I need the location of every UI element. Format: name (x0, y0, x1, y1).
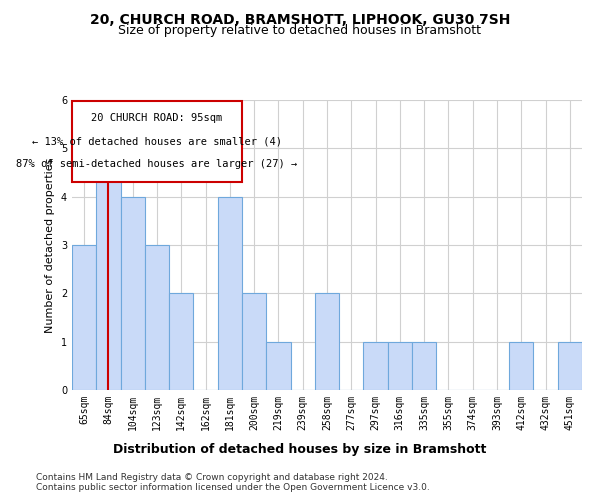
Bar (509, 342, 533, 390)
Text: Contains public sector information licensed under the Open Government Licence v3: Contains public sector information licen… (36, 484, 430, 492)
Bar (388, 342, 412, 390)
Bar (266, 342, 290, 390)
Bar (96, 148, 121, 390)
Text: Contains HM Land Registry data © Crown copyright and database right 2024.: Contains HM Land Registry data © Crown c… (36, 472, 388, 482)
Bar (412, 342, 436, 390)
Bar (364, 342, 388, 390)
Bar (145, 245, 169, 390)
Text: Size of property relative to detached houses in Bramshott: Size of property relative to detached ho… (119, 24, 482, 37)
Text: 87% of semi-detached houses are larger (27) →: 87% of semi-detached houses are larger (… (16, 159, 298, 169)
Bar (315, 294, 339, 390)
Y-axis label: Number of detached properties: Number of detached properties (46, 158, 55, 332)
Bar (558, 342, 582, 390)
Bar (121, 196, 145, 390)
Bar (242, 294, 266, 390)
Bar (169, 294, 193, 390)
Bar (72, 245, 96, 390)
Text: ← 13% of detached houses are smaller (4): ← 13% of detached houses are smaller (4) (32, 136, 282, 146)
Text: 20, CHURCH ROAD, BRAMSHOTT, LIPHOOK, GU30 7SH: 20, CHURCH ROAD, BRAMSHOTT, LIPHOOK, GU3… (90, 12, 510, 26)
Text: 20 CHURCH ROAD: 95sqm: 20 CHURCH ROAD: 95sqm (91, 114, 223, 124)
FancyBboxPatch shape (72, 102, 242, 182)
Text: Distribution of detached houses by size in Bramshott: Distribution of detached houses by size … (113, 442, 487, 456)
Bar (218, 196, 242, 390)
